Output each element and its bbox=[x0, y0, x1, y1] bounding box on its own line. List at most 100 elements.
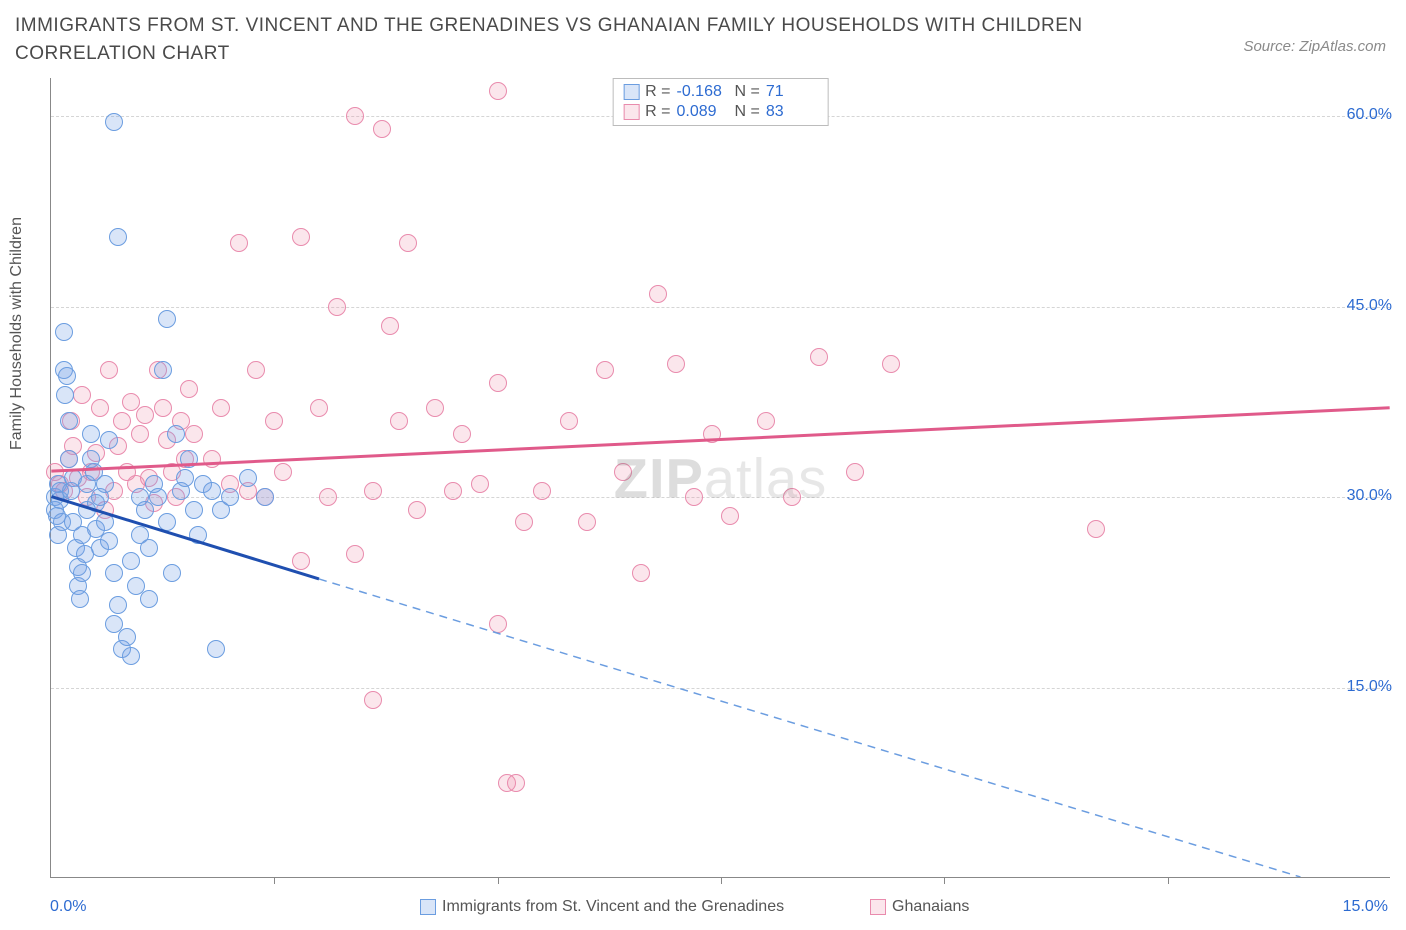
data-point bbox=[180, 380, 198, 398]
data-point bbox=[167, 425, 185, 443]
data-point bbox=[265, 412, 283, 430]
data-point bbox=[667, 355, 685, 373]
legend-bottom-pink: Ghanaians bbox=[870, 898, 969, 916]
scatter-plot: ZIPatlas R = -0.168 N = 71 R = 0.089 N =… bbox=[50, 78, 1390, 878]
x-axis-tick bbox=[944, 877, 945, 884]
legend-stats-blue: R = -0.168 N = 71 bbox=[623, 83, 818, 101]
data-point bbox=[109, 596, 127, 614]
data-point bbox=[810, 348, 828, 366]
data-point bbox=[578, 513, 596, 531]
data-point bbox=[346, 107, 364, 125]
gridline bbox=[51, 688, 1390, 689]
swatch-blue-icon bbox=[623, 84, 639, 100]
n-label: N = bbox=[735, 83, 760, 101]
data-point bbox=[453, 425, 471, 443]
data-point bbox=[158, 513, 176, 531]
data-point bbox=[136, 406, 154, 424]
data-point bbox=[73, 386, 91, 404]
data-point bbox=[140, 590, 158, 608]
data-point bbox=[163, 564, 181, 582]
data-point bbox=[96, 475, 114, 493]
data-point bbox=[82, 425, 100, 443]
x-axis-max-label: 15.0% bbox=[1343, 898, 1388, 916]
data-point bbox=[373, 120, 391, 138]
data-point bbox=[292, 552, 310, 570]
n-label: N = bbox=[735, 103, 760, 121]
n-value-pink: 83 bbox=[766, 103, 818, 121]
data-point bbox=[203, 450, 221, 468]
data-point bbox=[444, 482, 462, 500]
data-point bbox=[149, 488, 167, 506]
data-point bbox=[109, 228, 127, 246]
data-point bbox=[685, 488, 703, 506]
data-point bbox=[489, 82, 507, 100]
data-point bbox=[533, 482, 551, 500]
data-point bbox=[632, 564, 650, 582]
data-point bbox=[489, 374, 507, 392]
x-axis-min-label: 0.0% bbox=[50, 898, 86, 916]
data-point bbox=[105, 564, 123, 582]
data-point bbox=[471, 475, 489, 493]
data-point bbox=[649, 285, 667, 303]
data-point bbox=[131, 425, 149, 443]
data-point bbox=[221, 488, 239, 506]
data-point bbox=[239, 469, 257, 487]
data-point bbox=[364, 482, 382, 500]
data-point bbox=[158, 310, 176, 328]
data-point bbox=[230, 234, 248, 252]
y-axis-title: Family Households with Children bbox=[8, 217, 26, 450]
data-point bbox=[100, 361, 118, 379]
data-point bbox=[71, 590, 89, 608]
data-point bbox=[58, 367, 76, 385]
y-axis-tick-label: 30.0% bbox=[1347, 487, 1392, 505]
r-value-pink: 0.089 bbox=[677, 103, 729, 121]
data-point bbox=[274, 463, 292, 481]
data-point bbox=[203, 482, 221, 500]
data-point bbox=[703, 425, 721, 443]
trend-line bbox=[319, 579, 1300, 877]
data-point bbox=[310, 399, 328, 417]
data-point bbox=[154, 399, 172, 417]
y-axis-tick-label: 45.0% bbox=[1347, 297, 1392, 315]
data-point bbox=[364, 691, 382, 709]
data-point bbox=[189, 526, 207, 544]
data-point bbox=[207, 640, 225, 658]
y-axis-tick-label: 60.0% bbox=[1347, 106, 1392, 124]
data-point bbox=[185, 425, 203, 443]
data-point bbox=[73, 564, 91, 582]
x-axis-tick bbox=[1168, 877, 1169, 884]
data-point bbox=[100, 431, 118, 449]
x-axis-tick bbox=[274, 877, 275, 884]
legend-blue-label: Immigrants from St. Vincent and the Gren… bbox=[442, 898, 784, 916]
data-point bbox=[846, 463, 864, 481]
gridline bbox=[51, 307, 1390, 308]
r-label: R = bbox=[645, 83, 670, 101]
data-point bbox=[783, 488, 801, 506]
data-point bbox=[408, 501, 426, 519]
data-point bbox=[489, 615, 507, 633]
trend-line bbox=[51, 408, 1389, 471]
data-point bbox=[292, 228, 310, 246]
data-point bbox=[96, 513, 114, 531]
data-point bbox=[212, 399, 230, 417]
data-point bbox=[346, 545, 364, 563]
data-point bbox=[614, 463, 632, 481]
data-point bbox=[256, 488, 274, 506]
data-point bbox=[154, 361, 172, 379]
source-label: Source: ZipAtlas.com bbox=[1243, 38, 1386, 55]
r-label: R = bbox=[645, 103, 670, 121]
data-point bbox=[56, 386, 74, 404]
data-point bbox=[426, 399, 444, 417]
data-point bbox=[1087, 520, 1105, 538]
legend-stats-pink: R = 0.089 N = 83 bbox=[623, 103, 818, 121]
data-point bbox=[55, 323, 73, 341]
data-point bbox=[328, 298, 346, 316]
data-point bbox=[757, 412, 775, 430]
data-point bbox=[60, 450, 78, 468]
legend-pink-label: Ghanaians bbox=[892, 898, 969, 916]
legend-bottom-blue: Immigrants from St. Vincent and the Gren… bbox=[420, 898, 784, 916]
data-point bbox=[60, 412, 78, 430]
data-point bbox=[100, 532, 118, 550]
data-point bbox=[118, 628, 136, 646]
swatch-pink-icon bbox=[870, 899, 886, 915]
